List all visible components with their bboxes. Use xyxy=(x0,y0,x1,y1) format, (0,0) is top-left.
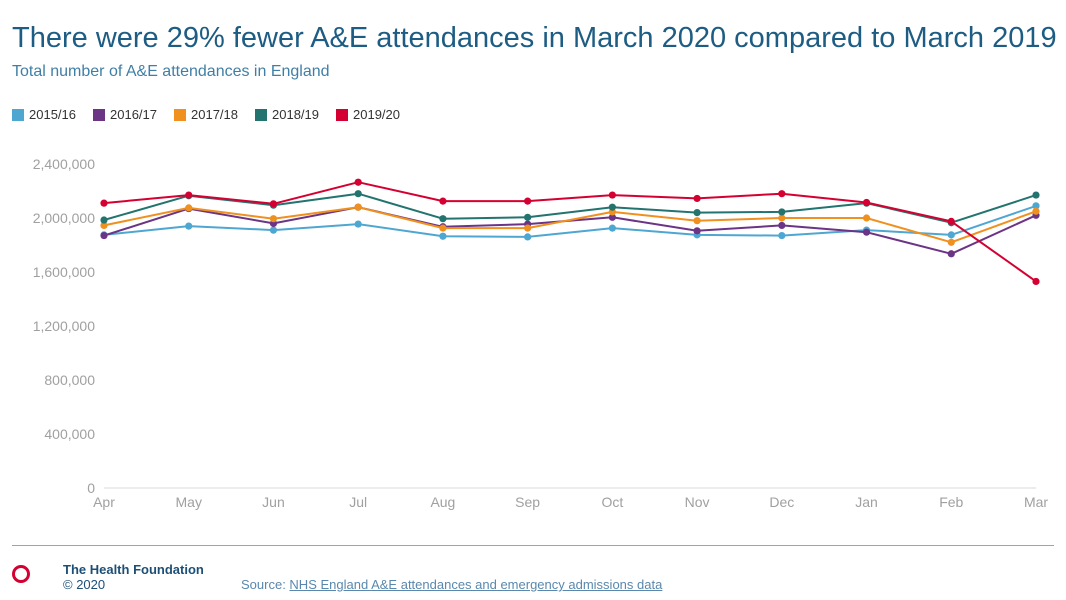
org-name: The Health Foundation xyxy=(63,562,204,577)
data-point-2018-19-nov[interactable] xyxy=(693,209,701,217)
legend-item-2019-20[interactable]: 2019/20 xyxy=(336,107,400,122)
series-2017-18 xyxy=(100,203,1040,246)
data-point-2017-18-aug[interactable] xyxy=(439,224,447,232)
data-point-2017-18-mar[interactable] xyxy=(1032,207,1040,215)
data-point-2019-20-sep[interactable] xyxy=(524,197,532,205)
legend-item-2016-17[interactable]: 2016/17 xyxy=(93,107,157,122)
legend-swatch xyxy=(255,108,267,121)
data-point-2017-18-jun[interactable] xyxy=(269,215,278,223)
y-axis: 0 400,000 800,000 1,200,000 1,600,000 2,000,0… xyxy=(33,156,96,496)
x-tick-label: Apr xyxy=(93,494,115,510)
x-tick-label: Jun xyxy=(262,494,285,510)
data-point-2015-16-oct[interactable] xyxy=(608,224,616,232)
chart-subtitle: Total number of A&E attendances in Engla… xyxy=(12,63,330,80)
data-point-2017-18-feb[interactable] xyxy=(947,238,955,246)
y-tick-label: 1,600,000 xyxy=(33,264,95,280)
data-point-2019-20-feb[interactable] xyxy=(947,217,955,225)
series-2019-20 xyxy=(100,178,1040,286)
legend-swatch xyxy=(93,108,105,121)
data-point-2019-20-jun[interactable] xyxy=(269,200,278,208)
data-point-2019-20-jan[interactable] xyxy=(862,198,871,207)
y-tick-label: 2,400,000 xyxy=(33,156,95,172)
data-point-2019-20-nov[interactable] xyxy=(693,194,701,203)
data-point-2017-18-sep[interactable] xyxy=(524,224,532,232)
legend-label: 2017/18 xyxy=(191,107,238,122)
x-tick-label: Jul xyxy=(349,494,367,510)
data-point-2015-16-aug[interactable] xyxy=(439,232,447,240)
legend-label: 2016/17 xyxy=(110,107,157,122)
health-foundation-logo xyxy=(12,565,30,583)
data-point-2019-20-aug[interactable] xyxy=(439,197,447,205)
x-tick-label: Feb xyxy=(939,494,963,510)
data-point-2018-19-jul[interactable] xyxy=(354,190,362,198)
data-point-2018-19-oct[interactable] xyxy=(608,203,616,211)
data-point-2018-19-mar[interactable] xyxy=(1032,191,1040,199)
legend-item-2015-16[interactable]: 2015/16 xyxy=(12,107,76,122)
data-point-2019-20-apr[interactable] xyxy=(100,199,108,207)
legend-label: 2019/20 xyxy=(353,107,400,122)
series-line-2017-18 xyxy=(103,206,1037,244)
data-point-2019-20-may[interactable] xyxy=(185,191,193,199)
x-tick-label: Dec xyxy=(769,494,794,510)
data-point-2019-20-oct[interactable] xyxy=(608,191,616,199)
x-tick-label: Mar xyxy=(1024,494,1048,510)
data-point-2018-19-dec[interactable] xyxy=(778,208,786,216)
data-point-2015-16-feb[interactable] xyxy=(947,231,955,239)
legend-swatch xyxy=(174,108,186,121)
y-tick-label: 1,200,000 xyxy=(33,318,95,334)
legend-item-2017-18[interactable]: 2017/18 xyxy=(174,107,238,122)
x-tick-label: Jan xyxy=(855,494,878,510)
x-tick-label: Oct xyxy=(601,494,623,510)
legend-item-2018-19[interactable]: 2018/19 xyxy=(255,107,319,122)
y-tick-label: 2,000,000 xyxy=(33,210,95,226)
source-prefix: Source: xyxy=(241,577,290,592)
plot-area xyxy=(100,178,1040,286)
legend-label: 2015/16 xyxy=(29,107,76,122)
x-tick-label: May xyxy=(176,494,202,510)
legend-swatch xyxy=(12,108,24,121)
data-point-2015-16-sep[interactable] xyxy=(524,233,532,241)
data-point-2017-18-dec[interactable] xyxy=(778,214,786,222)
y-tick-label: 400,000 xyxy=(44,426,95,442)
legend-swatch xyxy=(336,108,348,121)
data-point-2018-19-sep[interactable] xyxy=(524,213,532,221)
data-point-2018-19-aug[interactable] xyxy=(439,215,447,223)
series-line-2019-20 xyxy=(103,181,1037,283)
data-point-2016-17-jan[interactable] xyxy=(862,228,871,236)
data-point-2015-16-may[interactable] xyxy=(185,222,193,230)
x-tick-label: Aug xyxy=(430,494,455,510)
data-point-2016-17-nov[interactable] xyxy=(693,227,701,235)
chart-title: There were 29% fewer A&E attendances in … xyxy=(12,22,1057,54)
source-note: Source: NHS England A&E attendances and … xyxy=(241,577,662,592)
y-tick-label: 0 xyxy=(87,480,95,496)
data-point-2019-20-mar[interactable] xyxy=(1032,277,1040,286)
data-point-2019-20-dec[interactable] xyxy=(778,190,786,198)
data-point-2015-16-jul[interactable] xyxy=(354,220,362,228)
data-point-2017-18-jan[interactable] xyxy=(862,214,871,222)
series-line-2015-16 xyxy=(103,204,1037,238)
data-point-2016-17-feb[interactable] xyxy=(947,250,955,258)
data-point-2018-19-apr[interactable] xyxy=(100,216,108,224)
data-point-2016-17-oct[interactable] xyxy=(608,213,616,221)
x-tick-label: Nov xyxy=(685,494,710,510)
x-tick-label: Sep xyxy=(515,494,540,510)
data-point-2015-16-mar[interactable] xyxy=(1032,202,1040,210)
source-link[interactable]: NHS England A&E attendances and emergenc… xyxy=(289,577,663,592)
line-chart: 0 400,000 800,000 1,200,000 1,600,000 2,000,0… xyxy=(33,156,1049,510)
data-point-2016-17-dec[interactable] xyxy=(778,221,786,230)
legend-label: 2018/19 xyxy=(272,107,319,122)
chart-legend: 2015/16 2016/17 2017/18 2018/19 2019/20 xyxy=(12,107,400,122)
data-point-2017-18-nov[interactable] xyxy=(693,217,701,225)
footer-divider xyxy=(12,545,1054,546)
data-point-2017-18-may[interactable] xyxy=(185,204,193,212)
data-point-2015-16-jun[interactable] xyxy=(269,226,278,234)
data-point-2015-16-dec[interactable] xyxy=(778,231,786,240)
data-point-2017-18-jul[interactable] xyxy=(354,203,362,211)
y-tick-label: 800,000 xyxy=(44,372,95,388)
data-point-2016-17-apr[interactable] xyxy=(100,231,108,240)
data-point-2017-18-apr[interactable] xyxy=(100,221,108,230)
x-axis: Apr May Jun Jul Aug Sep Oct Nov Dec Jan Feb Mar xyxy=(93,487,1048,510)
data-point-2019-20-jul[interactable] xyxy=(354,178,362,186)
copyright: © 2020 xyxy=(63,577,106,592)
